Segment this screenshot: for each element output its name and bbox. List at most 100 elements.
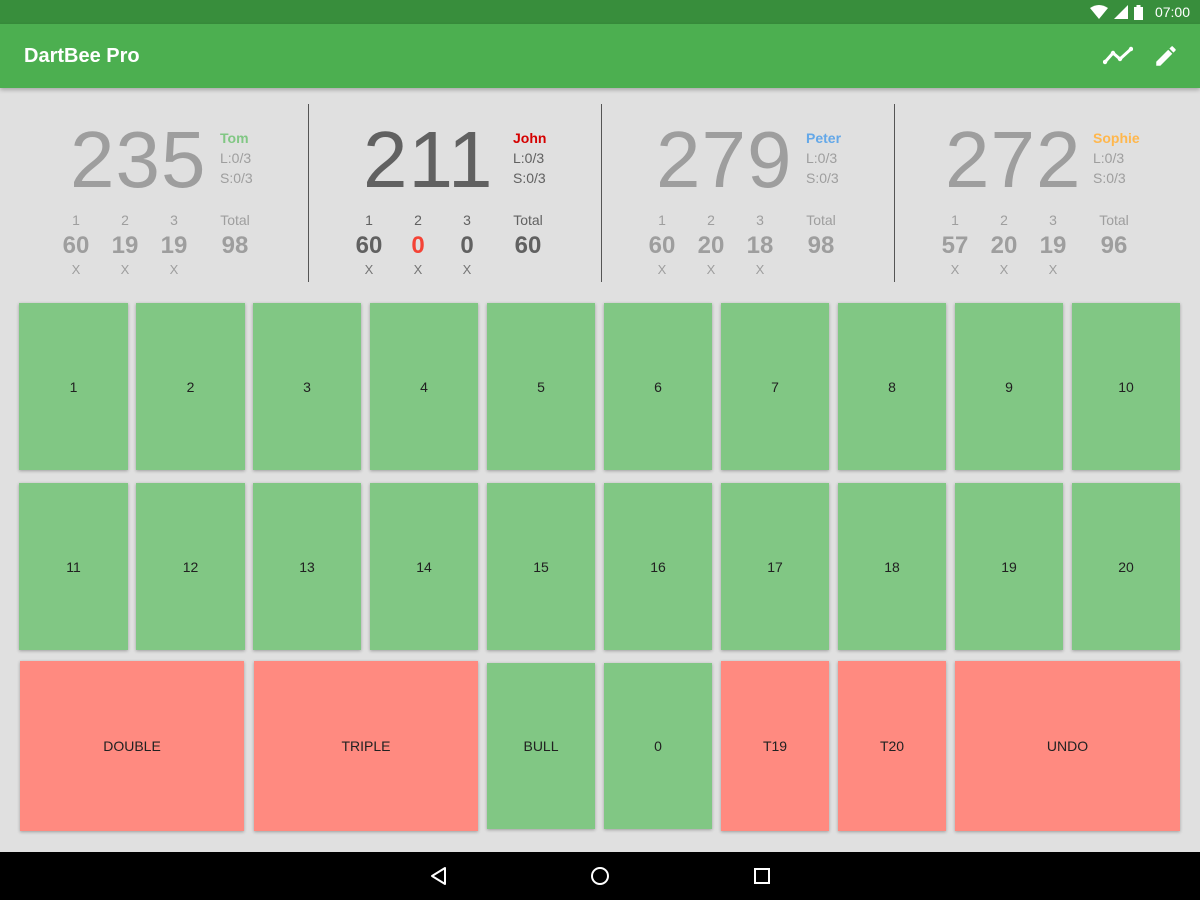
dart-value: 20 xyxy=(990,232,1018,259)
double-button[interactable]: DOUBLE xyxy=(20,661,244,831)
stats-button[interactable] xyxy=(1102,40,1134,72)
key-16[interactable]: 16 xyxy=(604,483,712,650)
player-card-tom[interactable]: 235 Tom L:0/3 S:0/3 1 60 X 2 19 X 3 19 X Total… xyxy=(16,104,309,282)
player-card-sophie[interactable]: 272 Sophie L:0/3 S:0/3 1 57 X 2 20 X 3 19 X To… xyxy=(895,104,1188,282)
dart-header: 3 xyxy=(170,212,178,228)
legs-count: L:0/3 xyxy=(806,150,838,166)
key-8[interactable]: 8 xyxy=(838,303,946,470)
dart-value: 60 xyxy=(355,232,383,259)
dart-1: 1 60 X xyxy=(637,212,687,278)
dart-value: 19 xyxy=(160,232,188,259)
score-keypad: 1 2 3 4 5 6 7 8 9 10 11 12 13 14 15 16 1… xyxy=(0,294,1200,852)
undo-button[interactable]: UNDO xyxy=(955,661,1180,831)
dart-mark: X xyxy=(413,262,423,277)
remaining-score: 211 xyxy=(363,115,494,204)
key-17[interactable]: 17 xyxy=(721,483,829,650)
player-divider xyxy=(601,104,602,282)
key-19[interactable]: 19 xyxy=(955,483,1063,650)
key-2[interactable]: 2 xyxy=(136,303,245,470)
key-20[interactable]: 20 xyxy=(1072,483,1180,650)
dart-mark: X xyxy=(706,262,716,277)
dart-mark: X xyxy=(657,262,667,277)
dart-mark: X xyxy=(364,262,374,277)
total-value: 60 xyxy=(514,232,542,259)
key-12[interactable]: 12 xyxy=(136,483,245,650)
back-button[interactable] xyxy=(418,856,458,896)
dart-value: 19 xyxy=(111,232,139,259)
remaining-score: 272 xyxy=(945,115,1082,204)
total-value: 98 xyxy=(221,232,249,259)
total-value: 98 xyxy=(807,232,835,259)
dart-header: 3 xyxy=(463,212,471,228)
dart-header: 2 xyxy=(707,212,715,228)
dart-3: 3 18 X xyxy=(735,212,785,278)
triple-button[interactable]: TRIPLE xyxy=(254,661,478,831)
dart-value: 60 xyxy=(62,232,90,259)
key-6[interactable]: 6 xyxy=(604,303,712,470)
bull-button[interactable]: BULL xyxy=(487,663,595,829)
dart-header: 2 xyxy=(1000,212,1008,228)
total-header: Total xyxy=(806,212,836,228)
dart-header: 1 xyxy=(658,212,666,228)
dart-mark: X xyxy=(120,262,130,277)
key-15[interactable]: 15 xyxy=(487,483,595,650)
player-name: Sophie xyxy=(1093,130,1140,146)
dart-value: 20 xyxy=(697,232,725,259)
total-header: Total xyxy=(513,212,543,228)
t20-button[interactable]: T20 xyxy=(838,661,946,831)
app-bar: DartBee Pro xyxy=(0,24,1200,88)
edit-button[interactable] xyxy=(1150,40,1182,72)
key-5[interactable]: 5 xyxy=(487,303,595,470)
t19-button[interactable]: T19 xyxy=(721,661,829,831)
player-card-john[interactable]: 211 John L:0/3 S:0/3 1 60 X 2 0 X 3 0 X Total 6… xyxy=(309,104,602,282)
dart-header: 1 xyxy=(951,212,959,228)
key-7[interactable]: 7 xyxy=(721,303,829,470)
scoreboard: 235 Tom L:0/3 S:0/3 1 60 X 2 19 X 3 19 X Total… xyxy=(0,88,1200,294)
dart-2: 2 20 X xyxy=(979,212,1029,278)
key-9[interactable]: 9 xyxy=(955,303,1063,470)
player-name: Peter xyxy=(806,130,842,146)
dart-value: 60 xyxy=(648,232,676,259)
dart-value: 18 xyxy=(746,232,774,259)
system-nav-bar xyxy=(0,852,1200,900)
key-13[interactable]: 13 xyxy=(253,483,361,650)
home-button[interactable] xyxy=(580,856,620,896)
sets-count: S:0/3 xyxy=(220,170,253,186)
dart-2: 2 20 X xyxy=(686,212,736,278)
key-4[interactable]: 4 xyxy=(370,303,478,470)
dart-mark: X xyxy=(999,262,1009,277)
dart-2: 2 19 X xyxy=(100,212,150,278)
key-11[interactable]: 11 xyxy=(19,483,128,650)
recents-button[interactable] xyxy=(742,856,782,896)
key-14[interactable]: 14 xyxy=(370,483,478,650)
dart-header: 3 xyxy=(1049,212,1057,228)
dart-2: 2 0 X xyxy=(393,212,443,278)
battery-icon xyxy=(1133,4,1143,20)
sets-count: S:0/3 xyxy=(513,170,546,186)
app-title: DartBee Pro xyxy=(24,44,140,67)
total-header: Total xyxy=(220,212,250,228)
wifi-icon xyxy=(1089,5,1108,19)
key-3[interactable]: 3 xyxy=(253,303,361,470)
dart-header: 1 xyxy=(72,212,80,228)
remaining-score: 279 xyxy=(656,115,793,204)
sets-count: S:0/3 xyxy=(1093,170,1126,186)
chart-line-icon xyxy=(1103,46,1133,65)
pencil-icon xyxy=(1156,46,1176,66)
total-value: 96 xyxy=(1100,232,1128,259)
turn-total: Total 96 xyxy=(1088,212,1140,262)
turn-total: Total 98 xyxy=(795,212,847,262)
dart-1: 1 60 X xyxy=(51,212,101,278)
key-1[interactable]: 1 xyxy=(19,303,128,470)
player-card-peter[interactable]: 279 Peter L:0/3 S:0/3 1 60 X 2 20 X 3 18 X Tot… xyxy=(602,104,895,282)
key-18[interactable]: 18 xyxy=(838,483,946,650)
dart-3: 3 19 X xyxy=(1028,212,1078,278)
status-bar: 07:00 xyxy=(0,0,1200,24)
zero-button[interactable]: 0 xyxy=(604,663,712,829)
key-10[interactable]: 10 xyxy=(1072,303,1180,470)
dart-value: 0 xyxy=(460,232,474,259)
dart-mark: X xyxy=(950,262,960,277)
dart-header: 2 xyxy=(121,212,129,228)
dart-value-current: 0 xyxy=(411,232,425,259)
recents-icon xyxy=(754,868,770,884)
